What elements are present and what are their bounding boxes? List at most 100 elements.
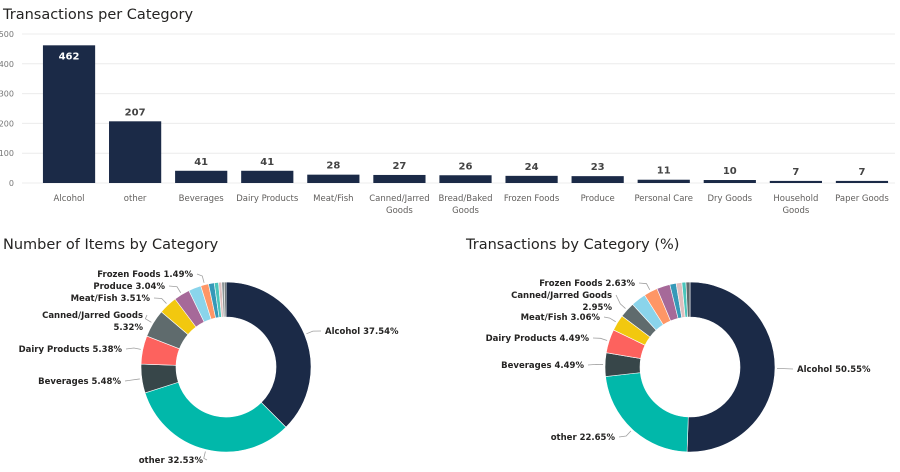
slice-data-label-line: Meat/Fish 3.51% <box>71 294 151 304</box>
bar-chart: 0 100 200 300 400 500 462 Alcohol 207 other 41 Beve… <box>0 30 895 216</box>
bar <box>109 121 162 183</box>
transactions-donut-title: Transactions by Category (%) <box>466 237 680 253</box>
x-tick-label: Household Goods <box>773 194 818 216</box>
x-tick-label: Dairy Products <box>236 194 299 204</box>
donut-slice <box>686 281 776 453</box>
bar-data-label: 28 <box>326 161 340 172</box>
slice-data-label-line: Frozen Foods 2.63% <box>539 279 635 289</box>
donut-slice <box>685 281 691 318</box>
bar <box>373 174 426 183</box>
x-tick-label: Meat/Fish <box>313 194 353 204</box>
leader-line <box>618 430 632 438</box>
leader-line <box>125 347 141 350</box>
leader-line <box>638 282 651 291</box>
x-tick-label: Frozen Foods <box>504 194 560 204</box>
slice-data-label: other 32.53% <box>139 456 204 466</box>
bar <box>505 175 558 183</box>
x-tick-label: other <box>124 194 147 204</box>
slice-data-label: Frozen Foods 2.63% <box>539 279 635 289</box>
slice-data-label-line: Beverages 4.49% <box>501 361 584 371</box>
slice-data-label-line: Beverages 5.48% <box>38 377 121 387</box>
slice-data-label-line: Alcohol 50.55% <box>797 365 871 375</box>
leader-line <box>587 363 604 366</box>
slice-data-label: Dairy Products 4.49% <box>486 334 590 344</box>
x-tick-label-line: Meat/Fish <box>313 194 353 204</box>
slice-data-label-line: Meat/Fish 3.06% <box>521 313 601 323</box>
slice-data-label-line: Dairy Products 4.49% <box>486 334 590 344</box>
slice-data-label-line: Canned/Jarred Goods <box>42 311 143 321</box>
x-tick-label-line: Alcohol <box>54 194 85 204</box>
bar-data-label: 7 <box>792 167 799 178</box>
slice-data-label: Beverages 5.48% <box>38 377 121 387</box>
slice-data-label-line: Canned/Jarred Goods <box>511 291 612 301</box>
donut-slice <box>224 281 227 318</box>
slice-data-label-line: Dairy Products 5.38% <box>19 345 123 355</box>
bar <box>637 179 690 183</box>
x-tick-label: Beverages <box>179 194 225 204</box>
donut-slice <box>144 381 287 453</box>
slice-data-label-line: 5.32% <box>114 323 144 333</box>
bar <box>175 170 228 183</box>
bar-data-label: 24 <box>525 162 539 173</box>
slice-data-label: Meat/Fish 3.06% <box>521 313 601 323</box>
x-tick-label: Paper Goods <box>835 194 889 204</box>
x-tick-label-line: Goods <box>452 206 479 216</box>
slice-data-label: Beverages 4.49% <box>501 361 584 371</box>
y-tick-label: 500 <box>0 30 14 39</box>
bar-data-label: 41 <box>194 157 208 168</box>
bar-data-label: 10 <box>723 166 737 177</box>
x-tick-label-line: other <box>124 194 147 204</box>
donut-chart: Alcohol 50.55% other 22.65% Beverages 4.49… <box>486 279 871 453</box>
y-tick-label: 400 <box>0 60 14 69</box>
leader-line <box>153 297 167 304</box>
slice-data-label: other 22.65% <box>551 433 616 443</box>
slice-data-label-line: Alcohol 37.54% <box>325 327 399 337</box>
y-tick-label: 300 <box>0 90 14 99</box>
slice-data-label-line: other 22.65% <box>551 433 616 443</box>
slice-data-label: Meat/Fish 3.51% <box>71 294 151 304</box>
slice-data-label: Alcohol 37.54% <box>325 327 399 337</box>
leader-line <box>196 273 205 283</box>
bar <box>703 180 756 183</box>
bar-data-label: 41 <box>260 157 274 168</box>
x-tick-label-line: Personal Care <box>634 194 693 204</box>
bar <box>241 170 294 183</box>
leader-line <box>592 337 608 341</box>
bar <box>439 175 492 183</box>
x-tick-label-line: Goods <box>386 206 413 216</box>
x-tick-label: Dry Goods <box>708 194 753 204</box>
leader-line <box>168 285 182 293</box>
bar-data-label: 26 <box>459 161 473 172</box>
x-tick-label-line: Beverages <box>179 194 225 204</box>
x-tick-label-line: Canned/Jarred <box>369 194 429 204</box>
slice-data-label-line: 2.95% <box>583 303 613 313</box>
x-tick-label-line: Household <box>773 194 818 204</box>
bar <box>42 45 96 183</box>
slice-data-label: Canned/Jarred Goods 5.32% <box>42 311 143 333</box>
x-tick-label: Bread/Baked Goods <box>438 194 492 216</box>
bar <box>571 176 624 183</box>
y-tick-label: 200 <box>0 119 14 128</box>
x-tick-label: Canned/Jarred Goods <box>369 194 429 216</box>
x-tick-label-line: Bread/Baked <box>438 194 492 204</box>
slice-data-label-line: Produce 3.04% <box>93 282 165 292</box>
bar <box>835 180 889 183</box>
x-tick-label: Alcohol <box>54 194 85 204</box>
leader-line <box>603 316 616 323</box>
slice-data-label: Produce 3.04% <box>93 282 165 292</box>
slice-data-label: Dairy Products 5.38% <box>19 345 123 355</box>
leader-line <box>144 314 152 323</box>
x-tick-label-line: Dry Goods <box>708 194 753 204</box>
items-donut-title: Number of Items by Category <box>3 237 219 253</box>
x-tick-label-line: Goods <box>782 206 809 216</box>
leader-line <box>615 294 626 309</box>
bar-data-label: 462 <box>59 51 80 62</box>
y-tick-label: 0 <box>9 179 14 188</box>
leader-line <box>203 451 208 461</box>
x-tick-label-line: Frozen Foods <box>504 194 560 204</box>
x-tick-label: Personal Care <box>634 194 693 204</box>
bar-data-label: 11 <box>657 166 671 177</box>
bar <box>307 174 360 183</box>
bar-chart-title: Transactions per Category <box>3 7 194 23</box>
slice-data-label: Frozen Foods 1.49% <box>97 270 193 280</box>
